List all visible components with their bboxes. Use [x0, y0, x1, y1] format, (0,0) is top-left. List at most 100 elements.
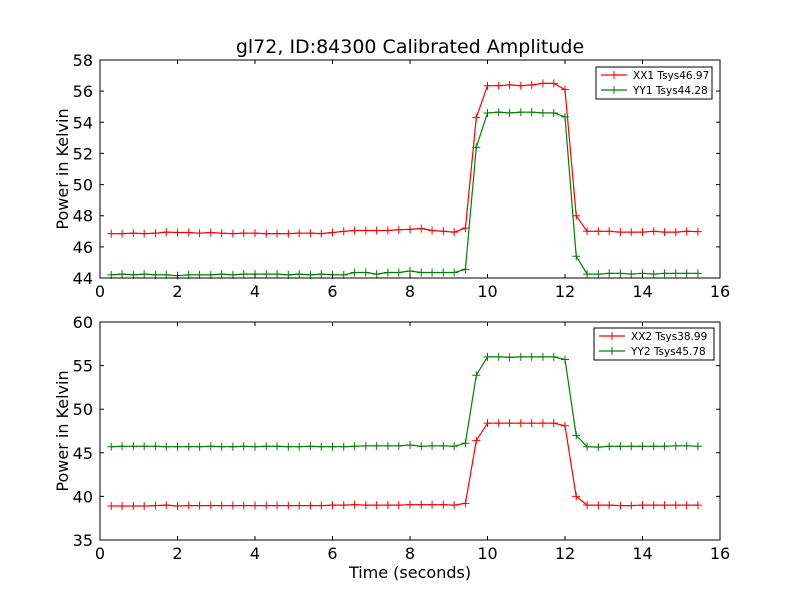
- panel-1-series-1-point: [649, 227, 658, 236]
- panel-1-series-2-point: [649, 270, 658, 279]
- panel-1-series-1-point: [361, 226, 370, 235]
- panel-2-series-1-point: [627, 501, 636, 510]
- panel-1-series-1-point: [549, 79, 558, 88]
- panel-2-x-axis-label: Time (seconds): [348, 563, 471, 582]
- panel-1-series-2-point: [494, 108, 503, 117]
- panel-1-series-1-point: [660, 228, 669, 237]
- panel-2-series-2-point: [516, 352, 525, 361]
- panel-2-series-2-point: [118, 442, 127, 451]
- panel-1-series-1-point: [394, 225, 403, 234]
- panel-1-series-1-point: [472, 113, 481, 122]
- panel-2-series-2-point: [494, 352, 503, 361]
- panel-1-series-1-point: [693, 227, 702, 236]
- panel-2-series-2-point: [228, 442, 237, 451]
- panel-2-series-1-point: [483, 419, 492, 428]
- panel-1-series-2-point: [561, 112, 569, 121]
- panel-2-y-tick-label: 45: [73, 444, 93, 463]
- panel-2-series-1-point: [583, 501, 592, 510]
- panel-1-series-1-point: [284, 229, 293, 238]
- panel-2-series-2-point: [151, 442, 160, 451]
- panel-2-series-2-point: [671, 441, 680, 450]
- panel-1-y-tick-label: 50: [73, 176, 93, 195]
- panel-2: 0 2 4 6 8 10 12 14 16 35 40 45 50 55 60 Power in Kelvin…: [53, 313, 730, 582]
- panel-2-series-1-point: [339, 501, 348, 510]
- panel-1-series-1-point: [239, 229, 248, 238]
- panel-2-series-2-point: [129, 442, 138, 451]
- panel-1-series-2-point: [428, 268, 437, 277]
- panel-2-series-1-point: [549, 419, 558, 428]
- panel-1-series-1-point: [162, 228, 171, 237]
- panel-1-series-2-point: [605, 269, 614, 278]
- panel-2-series-1-point: [118, 501, 127, 510]
- panel-1-series-1-point: [140, 229, 149, 238]
- panel-1-series-2-point: [538, 108, 547, 117]
- panel-2-series-2-point: [549, 352, 558, 361]
- panel-1-x-tick-label: 0: [95, 282, 105, 301]
- panel-1-series-1-point: [195, 229, 204, 238]
- panel-1-series-1-point: [417, 224, 426, 233]
- panel-1-series-1-point: [372, 226, 381, 235]
- panel-2-series-2-point: [184, 442, 193, 451]
- panel-1-series-1-point: [328, 228, 337, 237]
- panel-1-legend-marker-2: [610, 86, 618, 94]
- panel-1-series-1-point: [295, 229, 304, 238]
- panel-2-x-tick-label: 16: [710, 544, 730, 563]
- panel-2-x-tick-label: 10: [477, 544, 497, 563]
- panel-2-series-1-point: [383, 501, 392, 510]
- panel-2-series-1-point: [372, 501, 381, 510]
- panel-1-series-2-point: [583, 270, 592, 279]
- panel-1-series-1-point: [605, 227, 614, 236]
- panel-1-series-1-point: [406, 225, 414, 234]
- panel-2-series-1-point: [572, 492, 581, 501]
- panel-1-legend-label-2: YY1 Tsys44.28: [632, 85, 708, 97]
- panel-1-series-2-point: [217, 270, 226, 279]
- panel-2-series-2-point: [273, 442, 282, 451]
- panel-2-legend-marker-1: [608, 332, 616, 340]
- panel-2-series-1-point: [350, 500, 359, 509]
- panel-1-y-tick-label: 48: [73, 207, 93, 226]
- panel-1-series-1-point: [616, 228, 625, 237]
- panel-2-x-tick-label: 8: [405, 544, 415, 563]
- panel-2-legend-label-1: XX2 Tsys38.99: [631, 331, 707, 343]
- panel-1-series-2-point: [361, 268, 370, 277]
- panel-1-series-2-point: [472, 143, 481, 152]
- panel-1-series-1-point: [450, 228, 459, 237]
- panel-2-series-1-point: [361, 501, 370, 510]
- panel-1-y-tick-label: 58: [73, 51, 93, 70]
- panel-1-legend: XX1 Tsys46.97 YY1 Tsys44.28: [595, 66, 713, 100]
- panel-2-series-1-point: [505, 419, 514, 428]
- panel-1-y-tick-label: 54: [73, 113, 93, 132]
- panel-2-series-2-point: [627, 442, 636, 451]
- panel-2-series-2-point: [195, 442, 204, 451]
- panel-2-series-1-point: [228, 501, 237, 510]
- panel-1-series-1-point: [439, 227, 448, 236]
- panel-2-series-2-point: [505, 353, 514, 362]
- panel-1-series-1-point: [527, 80, 536, 89]
- panel-2-series-1-point: [605, 501, 614, 510]
- panel-1-series-1-point: [538, 79, 547, 88]
- panel-2-series-1-point: [239, 501, 248, 510]
- panel-2-series-2-point: [572, 431, 581, 440]
- panel-1-series-2-point: [516, 108, 525, 117]
- panel-2-series-1-point: [262, 501, 271, 510]
- panel-2-series-2-point: [660, 442, 669, 451]
- panel-2-series-1-point: [616, 501, 625, 510]
- panel-1-legend-box: [595, 66, 713, 100]
- panel-1-x-tick-label: 16: [710, 282, 730, 301]
- panel-1-series-1-point: [118, 229, 127, 238]
- panel-2-series-1-point: [594, 501, 603, 510]
- panel-1-series-1-point: [262, 229, 271, 238]
- panel-1-series-1-point: [151, 229, 160, 238]
- panel-2-series-2-point: [140, 442, 149, 451]
- panel-1-series-2-point: [417, 268, 426, 277]
- panel-2-series-2-point: [339, 442, 348, 451]
- panel-1-series-2-point: [140, 270, 149, 279]
- panel-1-series-2-point: [549, 108, 558, 117]
- panel-1-series-1-point: [306, 229, 315, 238]
- panel-1-series-2-point: [372, 270, 381, 279]
- panel-2-series-1-point: [284, 501, 293, 510]
- panel-1-series-2-point: [693, 269, 702, 278]
- panel-2-legend: XX2 Tsys38.99 YY2 Tsys45.78: [593, 327, 715, 361]
- panel-2-series-2-point: [217, 442, 226, 451]
